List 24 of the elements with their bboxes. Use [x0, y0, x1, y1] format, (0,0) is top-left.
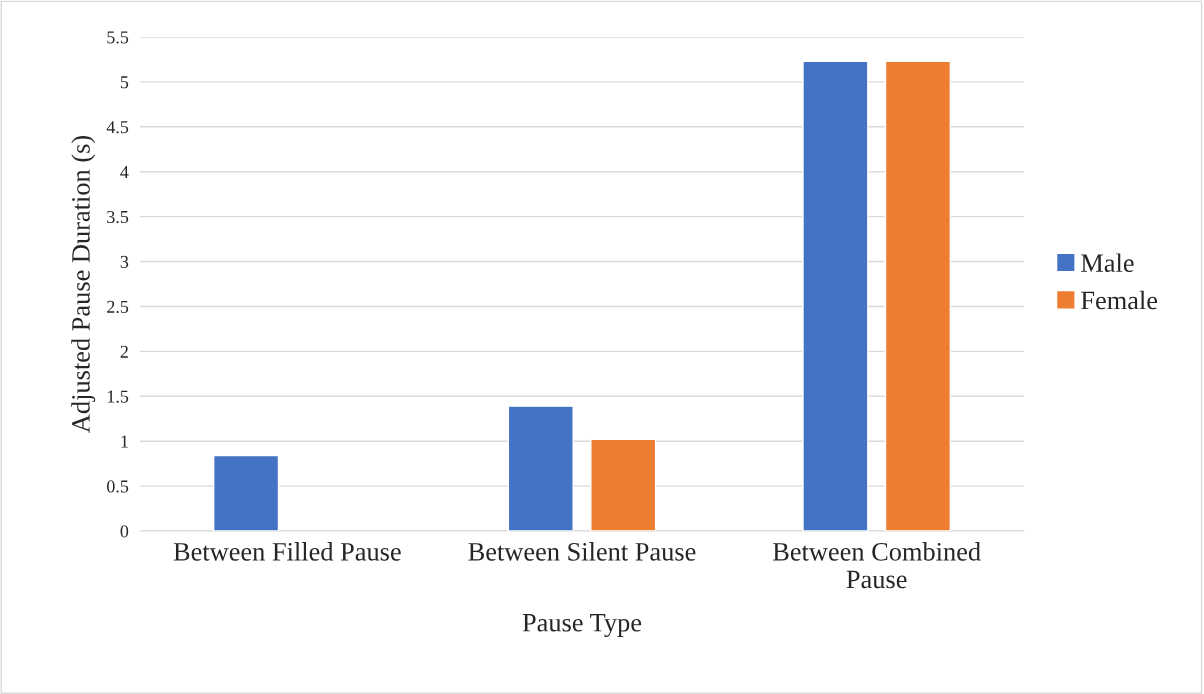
x-tick-label: Between Silent Pause: [468, 542, 696, 561]
x-axis-title: Pause Type: [522, 614, 642, 638]
y-tick-label: 4.5: [106, 121, 129, 134]
y-tick-label: 2: [120, 345, 128, 358]
bar: [802, 60, 869, 531]
y-tick-label: 1.5: [107, 390, 129, 403]
legend-label: Male: [1081, 253, 1134, 273]
bar: [507, 405, 574, 531]
y-tick-label: 1: [121, 435, 128, 448]
y-tick-label: 0: [120, 525, 129, 538]
y-tick-label: 4: [120, 166, 129, 178]
y-tick-label: 2.5: [107, 300, 129, 313]
x-tick-label: Between Filled Pause: [173, 542, 401, 561]
y-tick-label: 5: [120, 76, 129, 89]
bar: [590, 438, 657, 531]
x-tick-label: Between Combined Pause: [772, 542, 981, 589]
legend-label: Female: [1081, 290, 1158, 310]
y-tick-label: 5.5: [107, 31, 129, 44]
y-tick-label: 0.5: [107, 480, 129, 493]
y-tick-label: 3.5: [107, 210, 129, 224]
bar: [212, 454, 280, 531]
bar: [884, 60, 952, 531]
y-axis-title: Adjusted Pause Duration (s): [71, 136, 96, 433]
y-tick-label: 3: [120, 255, 129, 268]
